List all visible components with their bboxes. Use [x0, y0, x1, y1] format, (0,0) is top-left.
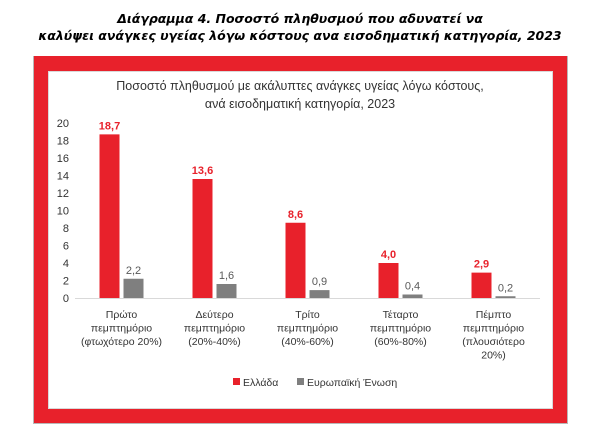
- bar-eu: [402, 294, 423, 298]
- bar-eu: [309, 290, 330, 298]
- bar-greece: [471, 272, 492, 298]
- y-tick-label: 0: [63, 293, 69, 305]
- category-label: Τρίτο: [295, 309, 320, 321]
- y-tick-label: 12: [57, 188, 69, 200]
- data-label-eu: 2,2: [126, 265, 141, 277]
- category-label: (πλουσιότερο: [462, 336, 525, 348]
- bar-greece: [192, 179, 213, 298]
- category-label: πεμπτημόριο: [370, 323, 431, 335]
- bar-eu: [216, 284, 237, 298]
- chart-title-line: Ποσοστό πληθυσμού με ακάλυπτες ανάγκες υ…: [116, 79, 483, 93]
- y-tick-label: 8: [63, 223, 69, 235]
- data-label-greece: 18,7: [99, 120, 120, 132]
- category-label: Πέμπτο: [476, 309, 512, 321]
- category-label: πεμπτημόριο: [463, 323, 524, 335]
- category-label: (φτωχότερο 20%): [81, 336, 162, 348]
- bar-greece: [378, 263, 399, 298]
- bar-greece: [285, 222, 306, 298]
- y-tick-label: 18: [57, 136, 69, 148]
- category-label: πεμπτημόριο: [184, 323, 245, 335]
- category-label: Τέταρτο: [383, 309, 419, 321]
- category-label: πεμπτημόριο: [277, 323, 338, 335]
- category-label: Πρώτο: [106, 309, 138, 321]
- y-tick-label: 2: [63, 276, 69, 288]
- bar-eu: [123, 278, 144, 298]
- category-label: (40%-60%): [281, 336, 334, 348]
- data-label-eu: 0,9: [312, 276, 327, 288]
- category-label: (20%-40%): [188, 336, 241, 348]
- bar-eu: [495, 296, 516, 298]
- data-label-greece: 4,0: [381, 249, 396, 261]
- page-title-line-2: καλύψει ανάγκες υγείας λόγω κόστους ανα …: [38, 28, 562, 43]
- category-label: (60%-80%): [374, 336, 427, 348]
- y-tick-label: 16: [57, 153, 69, 165]
- category-label: πεμπτημόριο: [91, 323, 152, 335]
- y-tick-label: 20: [57, 118, 69, 130]
- data-label-greece: 8,6: [288, 209, 303, 221]
- y-tick-label: 10: [57, 206, 69, 218]
- y-tick-label: 6: [63, 241, 69, 253]
- category-label: 20%): [481, 350, 506, 362]
- legend-swatch-greece: [233, 378, 240, 385]
- data-label-eu: 0,4: [405, 281, 420, 293]
- data-label-greece: 2,9: [474, 259, 489, 271]
- data-label-eu: 1,6: [219, 270, 234, 282]
- category-label: Δεύτερο: [195, 309, 233, 321]
- y-tick-label: 14: [57, 171, 69, 183]
- y-tick-label: 4: [63, 258, 69, 270]
- legend-label-eu: Ευρωπαϊκή Ένωση: [307, 377, 397, 389]
- page-title-line-1: Διάγραμμα 4. Ποσοστό πληθυσμού που αδυνα…: [117, 11, 483, 26]
- legend-label-greece: Ελλάδα: [243, 377, 278, 389]
- bar-greece: [99, 134, 120, 298]
- data-label-greece: 13,6: [192, 165, 213, 177]
- data-label-eu: 0,2: [498, 282, 513, 294]
- chart-title-line: ανά εισοδηματική κατηγορία, 2023: [205, 97, 395, 111]
- legend-swatch-eu: [297, 378, 304, 385]
